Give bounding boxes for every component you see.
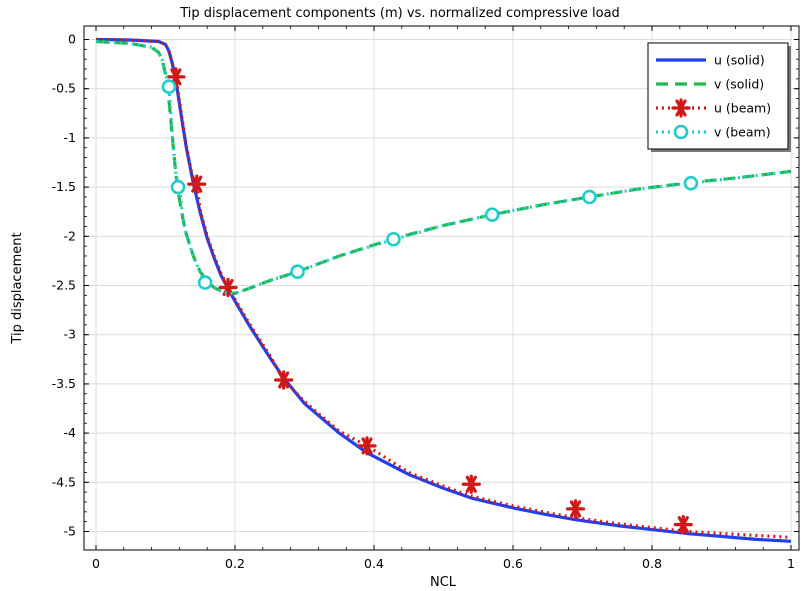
x-tick-label: 0.8: [642, 556, 662, 571]
x-tick-label: 0.4: [364, 556, 384, 571]
series-3: [95, 39, 792, 295]
data-point: [565, 499, 586, 519]
data-point: [166, 67, 186, 87]
data-point: [197, 275, 213, 290]
x-tick-label: 0.2: [225, 556, 245, 571]
y-tick-label: -2.5: [52, 278, 76, 293]
data-point: [357, 436, 377, 456]
data-point: [461, 474, 481, 494]
data-point: [290, 264, 305, 280]
y-tick-label: -4: [64, 425, 77, 440]
series-line: [95, 39, 792, 295]
y-tick-label: -1: [64, 130, 76, 145]
legend: u (solid) v (solid) u (beam) v (beam): [647, 42, 791, 152]
y-axis: 0 -0.5 -1 -1.5 -2 -2.5 -3 -3.5 -4 -4.5 -5: [52, 32, 799, 539]
legend-item: u (beam): [656, 98, 771, 118]
legend-label: u (solid): [714, 53, 765, 68]
data-point: [582, 189, 597, 205]
legend-label: v (solid): [714, 77, 764, 92]
x-axis-label: NCL: [430, 575, 457, 590]
y-tick-label: -0.5: [52, 81, 76, 96]
y-tick-label: -1.5: [52, 179, 76, 194]
data-point: [386, 231, 401, 247]
chart-title: Tip displacement components (m) vs. norm…: [179, 6, 620, 21]
legend-item: u (solid): [656, 53, 765, 68]
y-tick-label: -2: [64, 228, 76, 243]
x-tick-label: 1: [787, 556, 795, 571]
data-point: [673, 515, 693, 535]
legend-label: u (beam): [714, 101, 771, 116]
series-1: [95, 39, 792, 295]
x-axis: 0 0.2 0.4 0.6 0.8 1: [92, 26, 795, 571]
y-tick-label: -3: [64, 327, 76, 342]
series-layer: [95, 37, 792, 543]
legend-label: v (beam): [714, 125, 771, 140]
y-tick-label: -3.5: [52, 376, 76, 391]
y-tick-label: -5: [64, 524, 76, 539]
data-point: [683, 175, 699, 191]
plot-area: [83, 25, 800, 551]
y-tick-label: -4.5: [52, 474, 76, 489]
x-tick-label: 0.6: [503, 556, 523, 571]
data-point: [484, 207, 500, 222]
data-point: [274, 370, 294, 390]
legend-marker: [673, 124, 689, 140]
y-tick-label: 0: [68, 32, 76, 47]
legend-marker: [671, 98, 691, 118]
data-point: [161, 79, 177, 95]
legend-item: v (solid): [656, 77, 764, 92]
y-axis-label: Tip displacement: [10, 232, 25, 344]
data-point: [187, 174, 207, 194]
x-tick-label: 0: [92, 556, 100, 571]
data-point: [170, 179, 186, 195]
legend-item: v (beam): [656, 125, 771, 140]
